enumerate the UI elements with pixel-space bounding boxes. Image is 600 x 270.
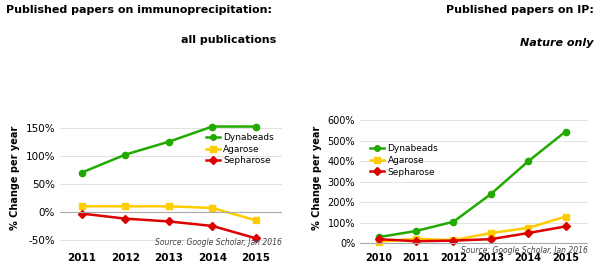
Text: Published papers on IP:: Published papers on IP: (446, 5, 594, 15)
Text: Source: Google Scholar, Jan 2016: Source: Google Scholar, Jan 2016 (461, 245, 588, 255)
Y-axis label: % Change per year: % Change per year (10, 126, 20, 230)
Text: all publications: all publications (181, 35, 276, 45)
Legend: Dynabeads, Agarose, Sepharose: Dynabeads, Agarose, Sepharose (202, 129, 277, 169)
Text: Nature only: Nature only (521, 38, 594, 48)
Y-axis label: % Change per year: % Change per year (312, 126, 322, 230)
Text: Published papers on immunoprecipitation:: Published papers on immunoprecipitation: (6, 5, 272, 15)
Text: Source: Google Scholar, Jan 2016: Source: Google Scholar, Jan 2016 (155, 238, 282, 247)
Legend: Dynabeads, Agarose, Sepharose: Dynabeads, Agarose, Sepharose (367, 141, 442, 180)
